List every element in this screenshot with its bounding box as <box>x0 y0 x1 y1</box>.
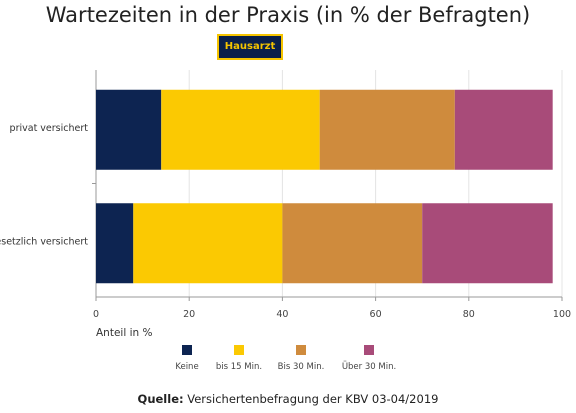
bar-segment <box>96 203 134 284</box>
x-tick-label: 80 <box>463 309 475 320</box>
bar-segment <box>282 203 423 284</box>
legend-label: Über 30 Min. <box>342 361 396 372</box>
bar-segment <box>422 203 553 284</box>
source-text: Versichertenbefragung der KBV 03-04/2019 <box>187 392 439 406</box>
bar-segment <box>319 89 455 170</box>
source-note: Quelle: Versichertenbefragung der KBV 03… <box>0 392 576 406</box>
x-tick-label: 60 <box>370 309 382 320</box>
x-axis-label: Anteil in % <box>96 327 152 339</box>
bar-segment <box>161 89 320 170</box>
x-tick-label: 0 <box>93 309 99 320</box>
x-tick-label: 40 <box>276 309 288 320</box>
x-tick-label: 100 <box>553 309 571 320</box>
y-category-label: privat versichert <box>10 123 89 134</box>
legend-swatch <box>234 345 244 355</box>
legend-label: Bis 30 Min. <box>278 362 325 372</box>
y-category-label: gesetzlich versichert <box>0 236 88 247</box>
legend-swatch <box>364 345 374 355</box>
legend-label: Keine <box>175 362 198 372</box>
legend-label: bis 15 Min. <box>216 362 262 372</box>
x-tick-label: 20 <box>183 309 195 320</box>
bar-segment <box>454 89 553 170</box>
hausarzt-badge: Hausarzt <box>217 34 283 60</box>
source-label: Quelle: <box>137 392 184 406</box>
legend-swatch <box>296 345 306 355</box>
chart-title: Wartezeiten in der Praxis (in % der Befr… <box>45 3 531 27</box>
bar-segment <box>96 89 162 170</box>
legend-swatch <box>182 345 192 355</box>
bar-segment <box>133 203 283 284</box>
